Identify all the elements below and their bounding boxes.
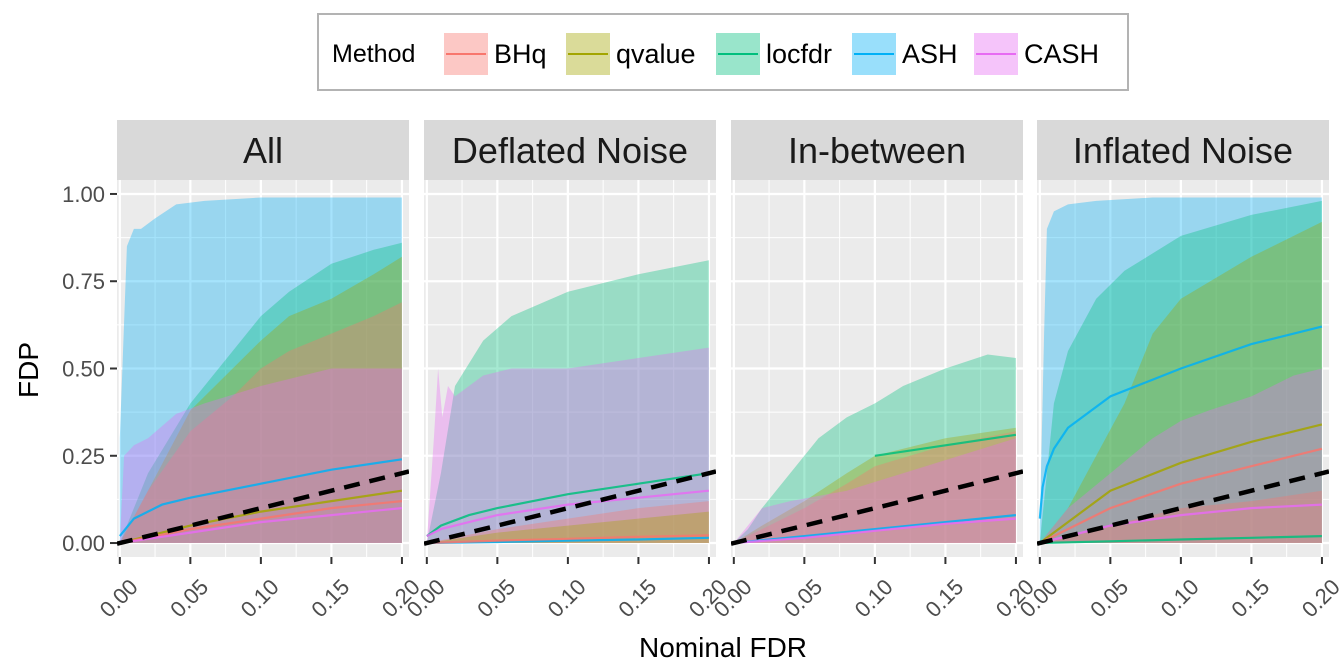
- series-lines: [426, 472, 710, 545]
- x-tick-label: 0.10: [850, 574, 898, 622]
- x-tick-label: 0.05: [779, 574, 827, 622]
- line-qvalue: [119, 489, 403, 545]
- y-tick-label: 0.25: [62, 444, 105, 469]
- band-bhq: [1039, 490, 1322, 543]
- x-tick-label: 0.05: [1085, 574, 1133, 622]
- legend-label: qvalue: [616, 39, 696, 69]
- band-cash: [426, 347, 709, 543]
- band-qvalue: [733, 427, 1016, 543]
- band-qvalue: [1039, 221, 1322, 543]
- x-tick-label: 0.00: [95, 574, 143, 622]
- band-bhq: [733, 431, 1016, 543]
- line-ash: [733, 514, 1017, 545]
- band-bhq: [119, 302, 402, 543]
- legend-label: CASH: [1024, 39, 1099, 69]
- y-tick-label: 0.75: [62, 269, 105, 294]
- legend-item-locfdr: locfdr: [716, 33, 832, 75]
- y-tick-label: 1.00: [62, 182, 105, 207]
- line-ash: [118, 458, 403, 537]
- line-qvalue: [1039, 423, 1323, 544]
- x-tick-label: 0.05: [472, 574, 520, 622]
- gridlines: [117, 180, 409, 557]
- band-cash: [733, 438, 1016, 543]
- y-axis: 0.00 0.25 0.50 0.75 1.00: [62, 182, 117, 556]
- bands: [119, 197, 402, 544]
- x-tick-label: 0.20: [1297, 574, 1344, 622]
- facet-title: Deflated Noise: [452, 130, 688, 171]
- line-cash: [119, 507, 403, 545]
- line-bhq: [426, 534, 709, 545]
- legend-box: [317, 13, 1129, 91]
- y-axis-title: FDP: [13, 342, 44, 398]
- x-tick-label: 0.15: [1226, 574, 1274, 622]
- legend-label: BHq: [494, 39, 547, 69]
- band-ash: [119, 197, 402, 543]
- legend-label: locfdr: [766, 39, 832, 69]
- legend-label: ASH: [902, 39, 958, 69]
- series-lines: [733, 433, 1017, 545]
- line-locfdr: [426, 472, 710, 537]
- y-tick-label: 0.00: [62, 531, 105, 556]
- line-ash: [1038, 325, 1323, 519]
- x-tick-label: 0.15: [920, 574, 968, 622]
- x-axis-title: Nominal FDR: [639, 632, 807, 663]
- x-tick-label: 0.10: [236, 574, 284, 622]
- facet-title: In-between: [788, 130, 966, 171]
- line-bhq: [1039, 447, 1323, 544]
- facet-strip: [117, 120, 409, 180]
- facet-strip: [1037, 120, 1329, 180]
- facet-title: Inflated Noise: [1073, 130, 1293, 171]
- bands: [1039, 197, 1322, 543]
- line-cash: [1039, 503, 1322, 545]
- legend-item-qvalue: qvalue: [566, 33, 696, 75]
- band-locfdr: [733, 354, 1016, 543]
- facet-strip: [424, 120, 716, 180]
- x-axis: 0.00 0.05 0.10 0.15 0.20: [402, 557, 732, 622]
- facet-strip: [731, 120, 1023, 180]
- line-bhq: [119, 500, 403, 545]
- x-tick-label: 0.10: [543, 574, 591, 622]
- band-cash: [1039, 368, 1322, 543]
- x-axis: 0.00 0.05 0.10 0.15 0.20: [95, 557, 425, 622]
- band-ash: [1039, 197, 1322, 543]
- x-tick-label: 0.15: [306, 574, 354, 622]
- x-tick-label: 0.10: [1156, 574, 1204, 622]
- x-tick-label: 0.15: [613, 574, 661, 622]
- legend-title: Method: [332, 40, 415, 68]
- series-lines: [118, 458, 403, 545]
- line-cash: [733, 517, 1016, 545]
- x-tick-label: 0.05: [165, 574, 213, 622]
- legend-item-ash: ASH: [852, 33, 958, 75]
- y-tick-label: 0.50: [62, 357, 105, 382]
- band-qvalue: [426, 511, 709, 543]
- line-cash: [426, 489, 710, 538]
- legend-item-cash: CASH: [974, 33, 1099, 75]
- legend: Method BHq qvalue locfdr ASH CASH: [317, 13, 1129, 91]
- x-axis: 0.00 0.05 0.10 0.15 0.20: [1015, 557, 1344, 622]
- facet-title: All: [243, 130, 283, 171]
- series-lines: [1038, 325, 1323, 545]
- band-qvalue: [119, 256, 402, 543]
- bands: [426, 260, 709, 543]
- x-axis: 0.00 0.05 0.10 0.15 0.20: [709, 557, 1039, 622]
- gridlines: [731, 180, 1023, 557]
- band-locfdr: [119, 242, 402, 544]
- line-locfdr: [874, 433, 1017, 457]
- band-locfdr: [1039, 200, 1322, 543]
- band-cash: [119, 368, 402, 543]
- legend-item-bhq: BHq: [444, 33, 547, 75]
- line-locfdr: [1039, 535, 1322, 545]
- band-locfdr: [426, 260, 709, 543]
- bands: [733, 354, 1016, 543]
- band-bhq: [426, 501, 709, 543]
